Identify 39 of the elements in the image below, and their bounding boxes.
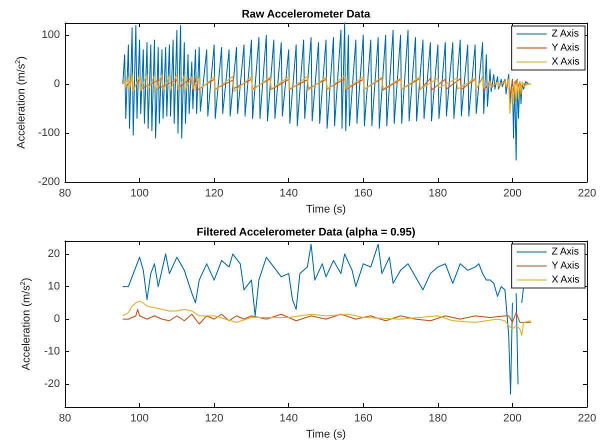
x-tick-label: 220 xyxy=(578,412,596,424)
x-tick-label: 160 xyxy=(354,188,372,200)
x-tick-label: 100 xyxy=(130,188,149,200)
x-tick-label: 100 xyxy=(130,412,149,424)
x-tick-label: 200 xyxy=(503,412,522,424)
x-tick-label: 80 xyxy=(58,412,72,424)
x-tick-label: 160 xyxy=(354,412,372,424)
x-tick-label: 140 xyxy=(280,188,298,200)
line-series xyxy=(122,308,532,324)
chart-title: Filtered Accelerometer Data (alpha = 0.95) xyxy=(196,226,416,238)
y-tick-label: -20 xyxy=(44,378,60,390)
x-tick-label: 120 xyxy=(204,188,224,200)
x-axis-title: Time (s) xyxy=(306,203,346,216)
y-tick-label: 100 xyxy=(42,29,60,42)
x-tick-label: 120 xyxy=(204,412,224,424)
x-tick-label: 180 xyxy=(428,412,448,424)
line-series xyxy=(122,74,532,114)
y-tick-label: 10 xyxy=(48,280,60,293)
line-series xyxy=(122,300,532,336)
y-tick-label: 0 xyxy=(54,313,60,326)
y-tick-label: 0 xyxy=(54,78,60,90)
legend-label: Z Axis xyxy=(552,28,579,40)
y-tick-label: -100 xyxy=(38,127,60,140)
legend-label: Y Axis xyxy=(552,260,580,272)
x-tick-label: 220 xyxy=(578,188,596,200)
x-tick-label: 200 xyxy=(503,188,522,200)
x-tick-label: 80 xyxy=(58,188,72,200)
y-tick-label: -200 xyxy=(38,176,60,188)
y-tick-label: -10 xyxy=(44,346,60,358)
x-tick-label: 140 xyxy=(280,412,298,424)
legend-label: X Axis xyxy=(552,56,580,68)
legend-label: X Axis xyxy=(552,274,580,286)
legend-label: Z Axis xyxy=(552,246,579,258)
x-tick-label: 180 xyxy=(428,188,448,200)
x-axis-title: Time (s) xyxy=(306,428,346,440)
legend-label: Y Axis xyxy=(552,42,580,54)
line-series xyxy=(122,22,530,160)
y-tick-label: 20 xyxy=(48,248,60,260)
chart-title: Raw Accelerometer Data xyxy=(242,8,372,20)
